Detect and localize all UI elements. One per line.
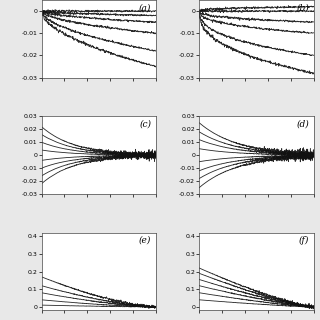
Text: (c): (c): [139, 119, 151, 129]
Text: (e): (e): [139, 236, 151, 245]
Text: (a): (a): [139, 3, 151, 12]
Text: (f): (f): [299, 236, 309, 245]
Text: (d): (d): [296, 119, 309, 129]
Text: (b): (b): [296, 3, 309, 12]
